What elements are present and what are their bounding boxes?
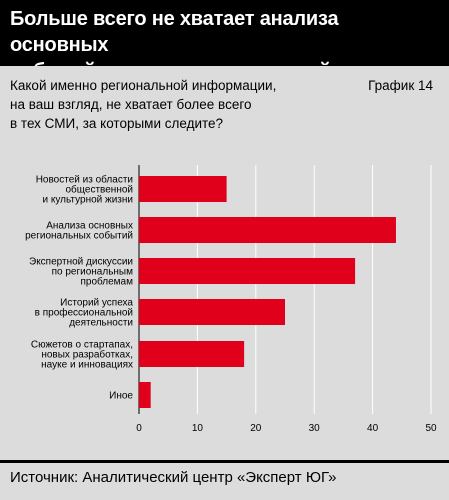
x-tick-label: 30 [309,423,321,434]
question-line-3: в тех СМИ, за которыми следите? [10,116,224,131]
category-label-line: Анализа основных [46,221,133,232]
x-tick-label: 10 [192,423,204,434]
source-text: Источник: Аналитический центр «Эксперт Ю… [10,469,337,486]
category-label-line: Историй успеха [60,298,133,309]
category-label: Сюжетов о стартапах, новых разработках, на… [31,340,133,371]
category-label-line: региональных событий [25,230,133,242]
category-label: Историй успеха в профессиональной деятельн… [35,298,134,329]
x-tick-label: 20 [250,423,262,434]
chart-title-line-1: Больше всего не хватает анализа основных [10,8,339,56]
category-label-line: Экспертной дискуссии [29,257,133,268]
category-label: Иное [109,391,133,402]
category-label: Анализа основных региональных событий [25,221,133,242]
category-label: Экспертной дискуссии по региональным пробл… [29,257,133,288]
category-label-line: новых разработках, [41,349,133,361]
x-tick-label: 50 [425,423,437,434]
category-label-line: проблемам [80,276,133,288]
source-footer: Источник: Аналитический центр «Эксперт Ю… [0,460,449,500]
bar [139,341,245,367]
chart-header: Больше всего не хватает анализа основных… [0,0,449,82]
category-label-line: Новостей из области [36,174,133,186]
category-label-line: по региональным [52,267,134,278]
survey-question: Какой именно региональной информации, на… [10,76,310,133]
category-label-line: в профессиональной [35,307,133,319]
bar [139,176,227,202]
graph-number-label: График 14 [368,78,433,93]
question-line-2: на ваш взгляд, не хватает более всего [10,97,252,112]
category-label-line: Сюжетов о стартапах, [31,340,133,351]
bar-chart: Новостей из области общественной и культур… [25,165,437,434]
category-label: Новостей из области общественной и культур… [36,174,133,206]
x-tick-label: 0 [136,423,142,434]
category-label-line: общественной [66,184,134,196]
category-label-line: Иное [109,391,133,402]
bar [139,299,285,325]
category-label-line: и культурной жизни [43,195,133,206]
question-line-1: Какой именно региональной информации, [10,78,277,93]
bar [139,382,151,408]
bar [139,217,396,243]
category-label-line: науке и инновациях [41,360,133,371]
category-label-line: деятельности [69,318,133,329]
x-tick-label: 40 [367,423,379,434]
bar [139,258,356,284]
